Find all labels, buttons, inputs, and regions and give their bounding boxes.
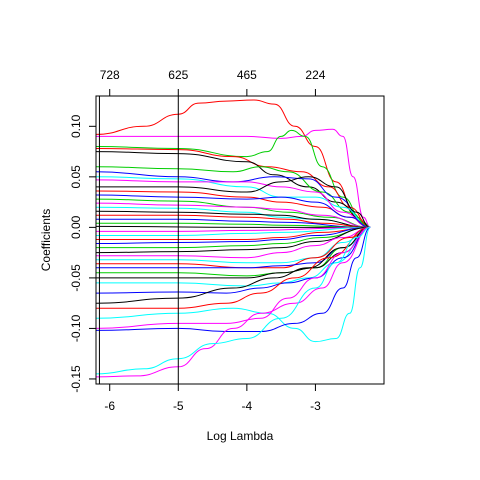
- x-tick-label: -6: [104, 399, 115, 413]
- x-tick-label: -4: [242, 399, 253, 413]
- x-axis-title: Log Lambda: [207, 429, 274, 443]
- top-tick-label: 728: [100, 68, 120, 82]
- x-tick-label: -3: [310, 399, 321, 413]
- top-tick-label: 625: [168, 68, 188, 82]
- top-tick-label: 465: [237, 68, 257, 82]
- y-axis-title: Coefficients: [39, 209, 53, 271]
- y-tick-label: -0.05: [69, 264, 83, 292]
- x-tick-label: -5: [173, 399, 184, 413]
- y-tick-label: 0.00: [69, 215, 83, 239]
- y-tick-label: 0.05: [69, 165, 83, 189]
- y-tick-label: -0.15: [69, 365, 83, 393]
- y-tick-label: 0.10: [69, 114, 83, 138]
- y-tick-label: -0.10: [69, 314, 83, 342]
- top-tick-label: 224: [305, 68, 325, 82]
